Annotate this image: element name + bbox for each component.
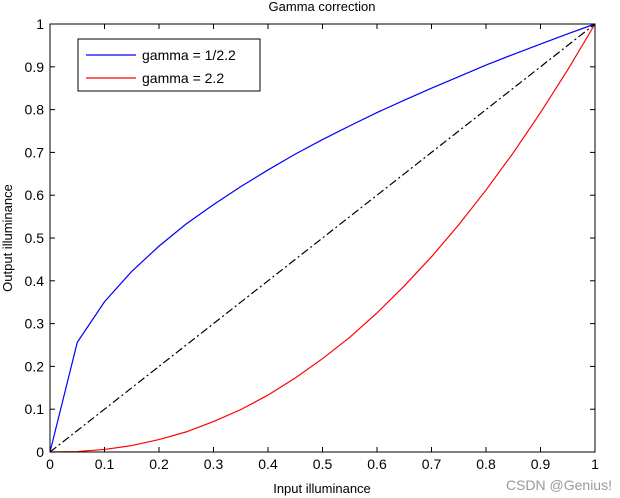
plot-lines bbox=[49, 23, 596, 453]
series-line-0 bbox=[49, 23, 596, 453]
x-tick-label: 0 bbox=[46, 456, 54, 472]
x-tick-label: 0.3 bbox=[204, 456, 224, 472]
x-tick-label: 1 bbox=[591, 456, 599, 472]
x-axis-label: Input illuminance bbox=[273, 481, 371, 496]
legend-box bbox=[77, 38, 261, 92]
y-tick-label: 0.5 bbox=[25, 230, 45, 246]
y-tick-label: 0 bbox=[36, 444, 44, 460]
chart-title: Gamma correction bbox=[269, 0, 376, 14]
y-tick-label: 0.3 bbox=[25, 316, 45, 332]
y-tick-label: 0.7 bbox=[25, 144, 45, 160]
y-tick-label: 1 bbox=[36, 16, 44, 32]
x-tick-label: 0.6 bbox=[367, 456, 387, 472]
y-tick-label: 0.6 bbox=[25, 187, 45, 203]
x-tick-label: 0.2 bbox=[149, 456, 169, 472]
x-tick-label: 0.1 bbox=[95, 456, 115, 472]
axis-ticks: 0 0.1 0.2 0.3 0.4 0.5 0.6 0.7 0.8 0.9 1 0 0.1 0.2 0.3 0… bbox=[25, 16, 600, 472]
legend: gamma = 1/2.2 gamma = 2.2 bbox=[77, 38, 261, 92]
watermark: CSDN @Genius! bbox=[506, 477, 612, 493]
series-line-1 bbox=[49, 23, 596, 453]
y-tick-label: 0.8 bbox=[25, 102, 45, 118]
x-tick-label: 0.5 bbox=[313, 456, 333, 472]
series-line-2 bbox=[49, 23, 596, 453]
x-tick-label: 0.9 bbox=[531, 456, 551, 472]
y-tick-label: 0.2 bbox=[25, 358, 45, 374]
legend-label-gamma: gamma = 2.2 bbox=[142, 70, 224, 86]
y-tick-label: 0.4 bbox=[25, 273, 45, 289]
y-tick-label: 0.9 bbox=[25, 59, 45, 75]
y-axis-label: Output illuminance bbox=[0, 184, 15, 292]
y-tick-label: 0.1 bbox=[25, 401, 45, 417]
x-tick-label: 0.4 bbox=[258, 456, 278, 472]
x-tick-label: 0.8 bbox=[476, 456, 496, 472]
legend-label-gamma-inverse: gamma = 1/2.2 bbox=[142, 47, 236, 63]
x-tick-label: 0.7 bbox=[422, 456, 442, 472]
